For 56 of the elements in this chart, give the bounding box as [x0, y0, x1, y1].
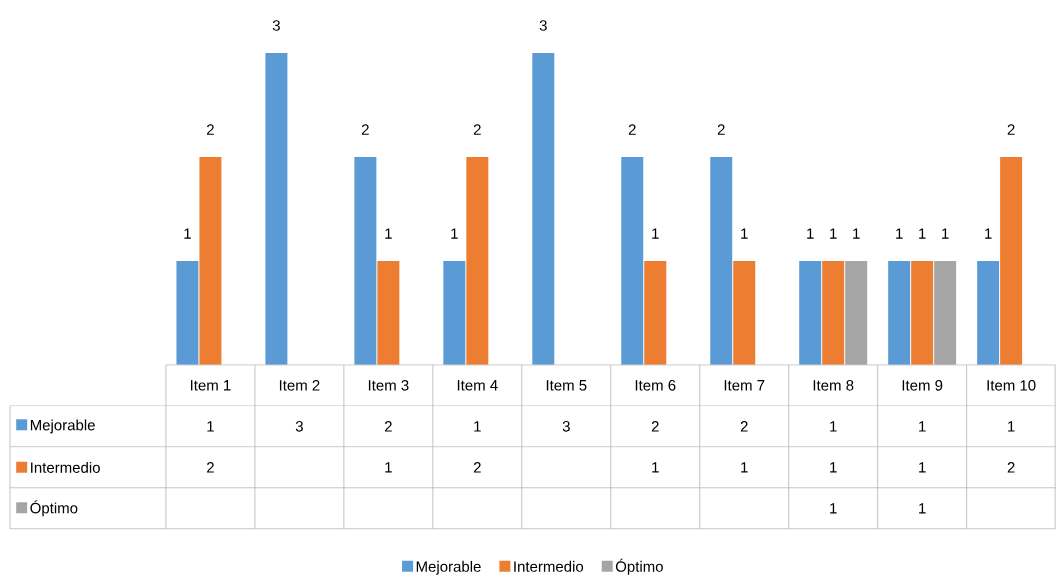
data-label: 2 — [1007, 462, 1015, 473]
data-label: 1 — [919, 462, 926, 473]
data-label: 1 — [385, 462, 392, 473]
text: Mejorable — [416, 560, 481, 575]
data-label: 2 — [473, 462, 481, 473]
text: 1 — [184, 228, 191, 239]
text: 1 — [942, 228, 949, 239]
data-label: 1 — [741, 462, 748, 473]
data-label: 3 — [295, 421, 303, 432]
x-tick-label: Item 7 — [724, 380, 765, 391]
data-label: 2 — [384, 421, 392, 432]
legend-label: Mejorable — [30, 419, 95, 434]
x-tick-label: Item 6 — [635, 380, 676, 391]
data-label: 2 — [740, 421, 748, 432]
text: Óptimo — [30, 500, 78, 517]
text: 2 — [1007, 124, 1015, 135]
data-label: 1 — [919, 503, 926, 514]
text: 1 — [853, 228, 860, 239]
data-label: 2 — [207, 462, 214, 473]
x-tick-label: Item 8 — [813, 380, 854, 391]
x-tick-label: Item 3 — [368, 380, 409, 391]
data-label: 1 — [919, 421, 926, 432]
text: 1 — [985, 228, 992, 239]
text: 2 — [361, 124, 369, 135]
legend-label: Óptimo — [615, 558, 663, 575]
text: 1 — [807, 228, 814, 239]
x-tick-label: Item 1 — [190, 380, 231, 391]
data-label: 3 — [562, 421, 570, 432]
data-label: 1 — [207, 421, 214, 432]
text: 1 — [830, 228, 837, 239]
text: 2 — [473, 124, 481, 135]
text: 1 — [741, 228, 748, 239]
x-tick-label: Item 5 — [546, 380, 587, 391]
data-label: 1 — [1008, 421, 1015, 432]
legend-label: Intermedio — [31, 461, 100, 473]
data-label: 1 — [652, 462, 659, 473]
data-label: 1 — [830, 462, 837, 473]
data-label: 1 — [830, 503, 837, 514]
text: 2 — [717, 124, 725, 135]
text: 3 — [539, 20, 547, 31]
x-tick-label: Item 10 — [987, 380, 1036, 391]
data-label: 1 — [830, 421, 837, 432]
text: 1 — [385, 228, 392, 239]
text: 2 — [628, 124, 636, 135]
x-tick-label: Item 9 — [902, 380, 943, 391]
text: Intermedio — [514, 560, 584, 572]
text: 1 — [652, 228, 659, 239]
data-label: 2 — [651, 421, 659, 432]
text: 1 — [451, 228, 458, 239]
data-label: 1 — [474, 421, 481, 432]
text: 1 — [896, 228, 903, 239]
text: 2 — [207, 124, 214, 135]
text: 1 — [919, 228, 926, 239]
text: 3 — [272, 20, 280, 31]
x-tick-label: Item 2 — [279, 380, 320, 391]
x-tick-label: Item 4 — [457, 380, 498, 391]
